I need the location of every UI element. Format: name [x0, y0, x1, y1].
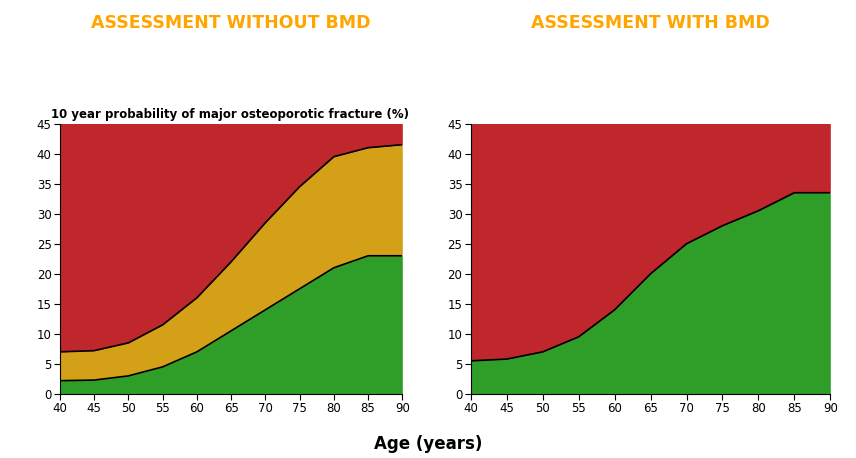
Text: 10 year probability of major osteoporotic fracture (%): 10 year probability of major osteoporoti…	[51, 109, 409, 121]
Text: Age (years): Age (years)	[374, 436, 482, 453]
Text: ASSESSMENT WITHOUT BMD: ASSESSMENT WITHOUT BMD	[92, 14, 371, 32]
Text: ASSESSMENT WITH BMD: ASSESSMENT WITH BMD	[532, 14, 770, 32]
